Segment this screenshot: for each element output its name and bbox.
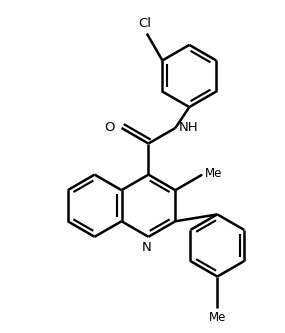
Text: Me: Me <box>205 167 222 180</box>
Text: Me: Me <box>209 311 226 324</box>
Text: Cl: Cl <box>139 17 152 30</box>
Text: NH: NH <box>179 121 198 134</box>
Text: N: N <box>142 241 152 254</box>
Text: O: O <box>105 122 115 135</box>
